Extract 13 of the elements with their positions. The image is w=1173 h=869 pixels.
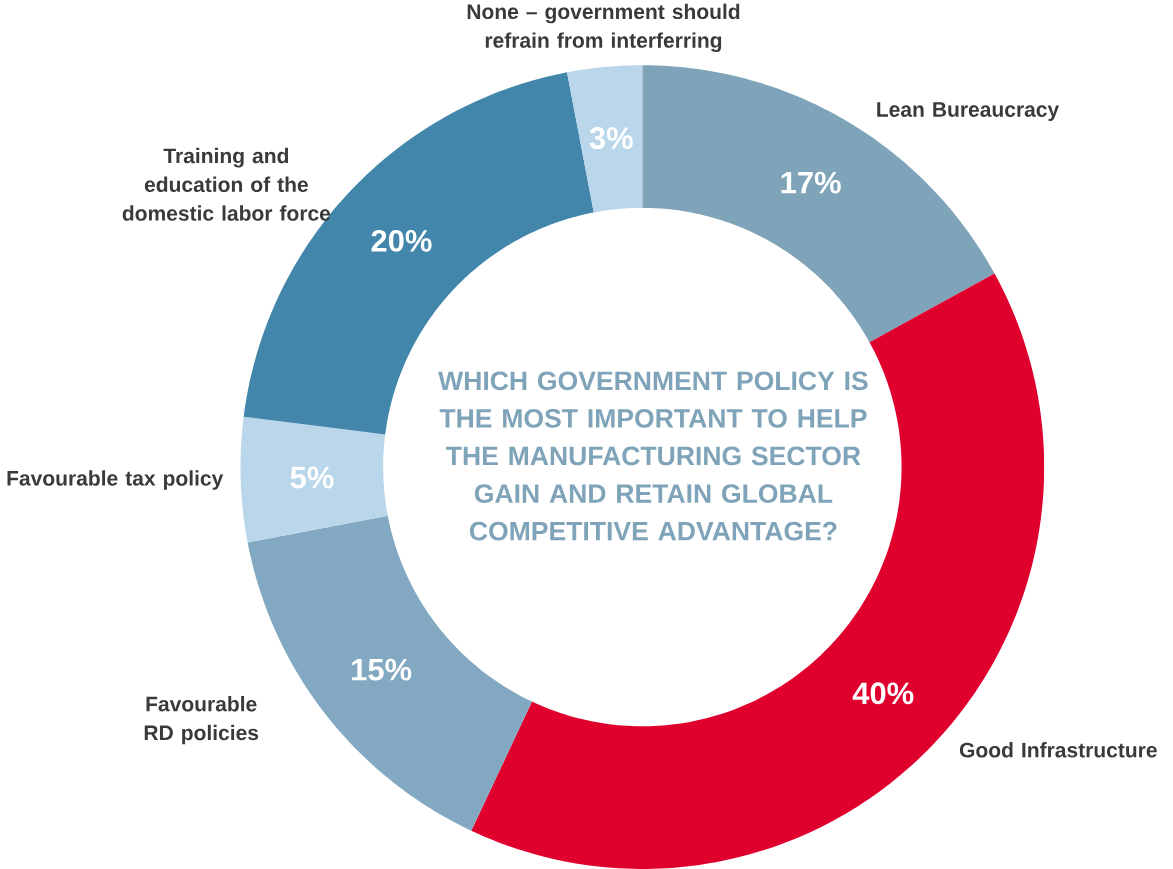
data-label: 5% xyxy=(290,466,334,489)
data-label: 17% xyxy=(781,171,841,194)
slice-label: Lean Bureaucracy xyxy=(877,102,1060,122)
data-label: 3% xyxy=(589,127,633,150)
text: WHICH GOVERNMENT POLICY IS THE MOST IMPORTANT TO HELP THE MANUFACTURING SECTOR GAIN AND RETAIN GLOBAL COMPETITIVE ADVANTAGE? xyxy=(438,371,868,541)
slice-label: Training and education of the domestic labor force xyxy=(122,147,331,221)
data-label: 15% xyxy=(352,658,412,681)
slice-label: Good Infrastructure xyxy=(959,742,1157,758)
slice-label: None – government should refrain from interferring xyxy=(467,3,740,53)
data-label: 20% xyxy=(371,229,432,252)
data-label: 40% xyxy=(852,682,914,705)
slice-label: Favourable tax policy xyxy=(7,470,224,490)
slice-label: Favourable RD policies xyxy=(144,696,259,745)
